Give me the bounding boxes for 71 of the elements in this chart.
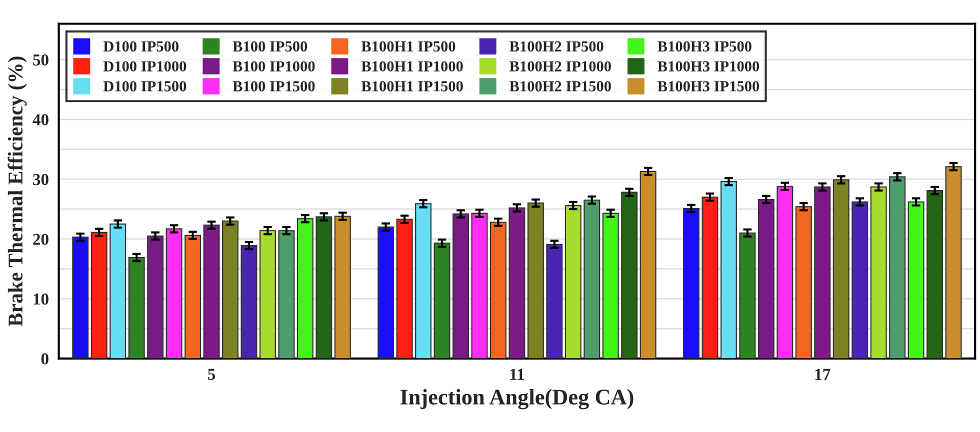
bar	[128, 256, 145, 359]
bar	[378, 226, 394, 359]
bar	[602, 212, 619, 359]
legend-label: B100H2 IP1500	[510, 81, 611, 92]
bar	[90, 232, 108, 359]
legend-label: B100 IP1000	[232, 61, 315, 72]
legend-label: B100H1 IP500	[361, 41, 456, 52]
bar	[278, 230, 295, 359]
bar	[889, 176, 906, 359]
y-tick-label: 50	[33, 54, 48, 66]
bar	[296, 218, 314, 359]
bar	[832, 179, 850, 359]
y-tick-label: 30	[33, 174, 48, 186]
legend-label: B100 IP500	[232, 41, 308, 52]
bar	[621, 192, 638, 359]
legend-label: B100H3 IP1000	[658, 61, 760, 72]
bar	[240, 245, 258, 359]
bar	[870, 186, 887, 359]
bar	[222, 220, 238, 359]
legend-label: B100H3 IP500	[658, 41, 752, 52]
bar	[434, 242, 450, 359]
y-axis-title: Brake Thermal Efficiency (%)	[8, 56, 27, 326]
bar	[584, 200, 600, 359]
y-tick-label: 10	[34, 293, 48, 305]
legend-label: D100 IP500	[103, 41, 178, 52]
bar	[758, 198, 774, 359]
bar	[720, 181, 737, 359]
legend-label: B100H1 IP1500	[361, 81, 463, 92]
bar	[908, 201, 924, 359]
legend-label: D100 IP1000	[103, 61, 186, 72]
bar	[334, 216, 351, 359]
legend-label: B100 IP1500	[232, 81, 315, 92]
bar	[564, 204, 582, 359]
bar	[110, 223, 126, 359]
bar	[415, 203, 432, 359]
bar	[795, 206, 812, 359]
bar	[184, 234, 202, 359]
bar	[508, 207, 526, 359]
bar	[396, 218, 413, 359]
bar	[945, 166, 962, 359]
legend-label: D100 IP1500	[103, 81, 186, 92]
bar	[814, 186, 831, 359]
bar	[527, 202, 544, 359]
bar	[316, 216, 332, 359]
bar	[490, 222, 506, 359]
x-tick-label: 11	[510, 368, 524, 380]
bar	[926, 190, 944, 359]
bar	[546, 244, 563, 359]
bar	[452, 213, 469, 359]
bar	[147, 235, 164, 359]
legend-label: B100H3 IP1500	[658, 81, 760, 92]
y-tick-label: 40	[32, 114, 48, 126]
bar	[683, 208, 700, 359]
bar	[776, 186, 794, 359]
bar	[739, 232, 756, 359]
x-axis-title: Injection Angle(Deg CA)	[400, 388, 634, 410]
bar	[640, 170, 656, 359]
y-tick-label: 0	[41, 353, 48, 365]
x-tick-label: 17	[815, 368, 830, 380]
bar	[471, 212, 488, 359]
bar	[166, 228, 182, 359]
bar	[702, 196, 718, 359]
legend-label: B100H2 IP500	[510, 41, 604, 52]
x-tick-label: 5	[208, 368, 216, 380]
legend-label: B100H1 IP1000	[361, 61, 463, 72]
bar	[259, 230, 276, 359]
legend-label: B100H2 IP1000	[510, 61, 611, 72]
bar	[852, 201, 868, 359]
bar	[72, 236, 89, 359]
bar	[203, 224, 220, 359]
y-tick-label: 20	[33, 234, 48, 245]
